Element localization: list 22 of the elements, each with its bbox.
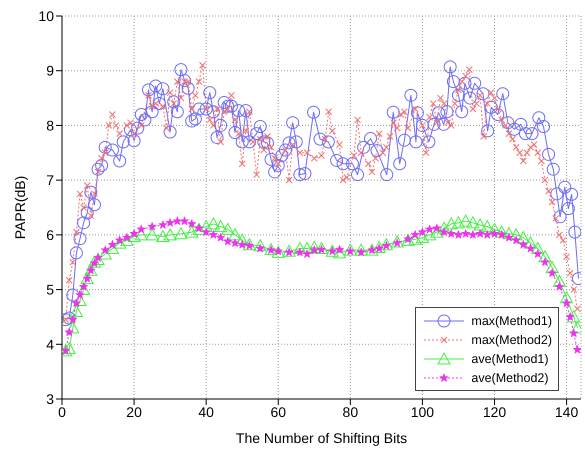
y-tick-label: 8: [46, 117, 54, 134]
legend-label: ave(Method2): [471, 370, 549, 384]
x-tick-label: 60: [270, 404, 286, 420]
x-tick-label: 140: [554, 404, 578, 420]
x-tick-label: 40: [198, 404, 214, 420]
x-tick-label: 20: [126, 404, 142, 420]
x-axis-title: The Number of Shifting Bits: [236, 430, 408, 446]
y-tick-label: 4: [46, 336, 54, 352]
legend-label: ave(Method1): [471, 352, 549, 366]
y-tick-label: 7: [46, 172, 54, 188]
y-tick-label: 6: [46, 226, 54, 243]
x-tick-label: 100: [410, 404, 434, 420]
legend-label: max(Method2): [471, 332, 552, 346]
legend-label: max(Method1): [471, 314, 552, 328]
y-tick-label: 10: [38, 8, 54, 24]
x-tick-label: 80: [342, 404, 358, 420]
x-tick-label: 120: [482, 404, 506, 420]
y-tick-label: 9: [46, 62, 54, 79]
y-tick-label: 3: [46, 390, 54, 407]
x-tick-label: 0: [58, 404, 66, 420]
y-axis-title: PAPR(dB): [12, 176, 28, 240]
y-tick-label: 5: [46, 282, 54, 298]
